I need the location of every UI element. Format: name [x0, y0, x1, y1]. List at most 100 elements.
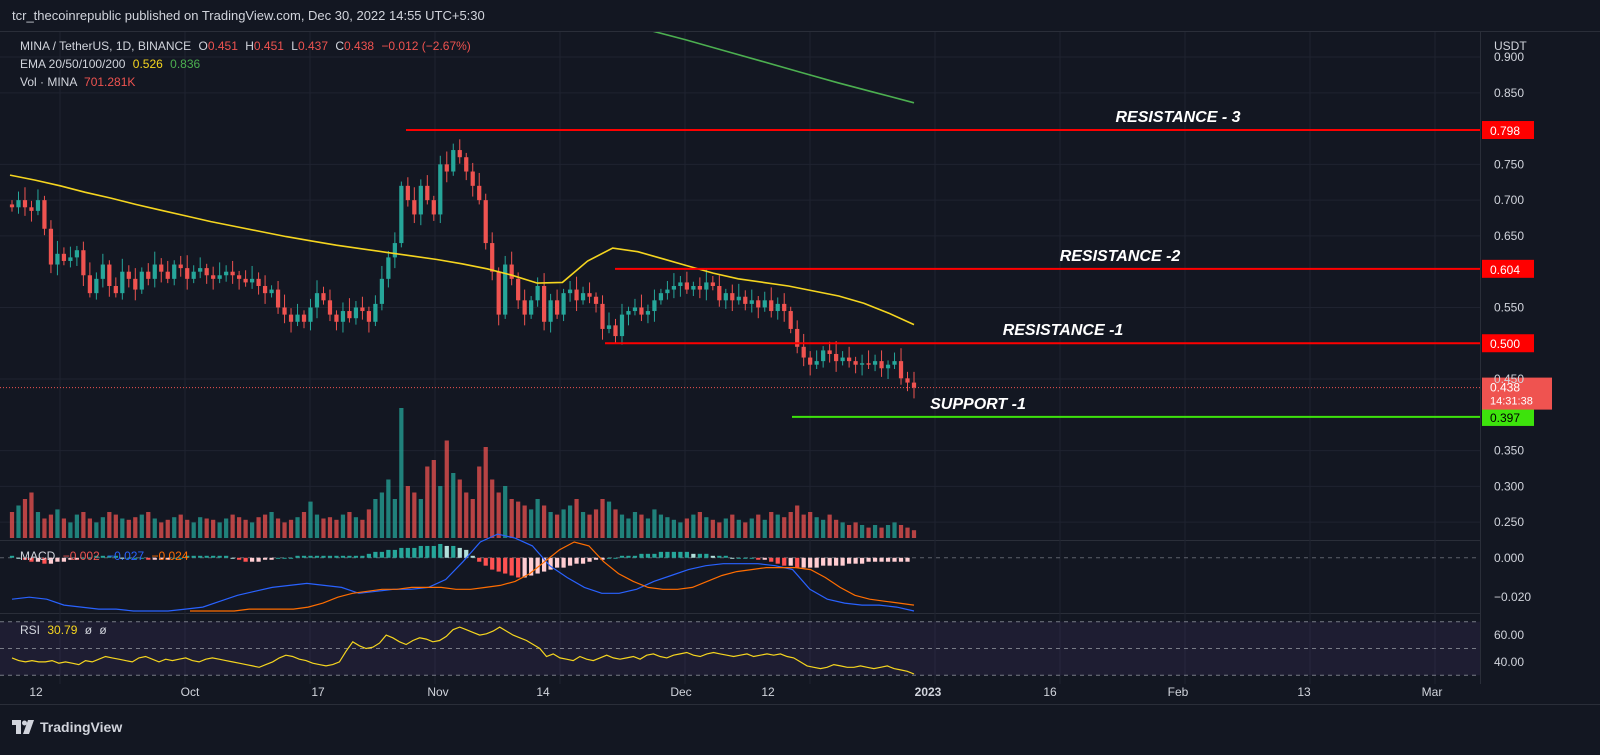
volume-bar: [846, 525, 852, 538]
level-name-label: RESISTANCE -1: [1003, 322, 1124, 339]
candle-body: [516, 278, 521, 301]
volume-bars: [9, 408, 917, 538]
volume-bar: [496, 492, 501, 538]
volume-bar: [821, 519, 826, 538]
candle-body: [619, 314, 625, 337]
ema-label[interactable]: EMA 20/50/100/200: [20, 57, 126, 71]
volume-bar: [775, 514, 780, 538]
candle-body: [438, 164, 443, 215]
level-price-badge: [1482, 121, 1534, 140]
volume-bar: [516, 501, 521, 538]
macd-label[interactable]: MACD: [20, 549, 56, 563]
candles[interactable]: [9, 139, 917, 399]
candle-body: [152, 264, 157, 279]
macd-hist-bar: [22, 557, 28, 560]
level-price-badge: [1482, 407, 1534, 426]
volume-bar: [373, 499, 378, 538]
candle-body: [288, 314, 294, 322]
volume-bar: [249, 522, 255, 538]
macd-hist-bar: [464, 549, 469, 558]
macd-hist-bar: [139, 557, 144, 559]
tradingview-brand[interactable]: TradingView: [12, 719, 122, 735]
volume-bar: [392, 499, 397, 538]
candle-body: [717, 286, 722, 301]
volume-bar: [756, 514, 761, 538]
macd-hist-bar: [490, 557, 495, 570]
time-axis-bg[interactable]: [0, 684, 1600, 704]
candle-body: [626, 311, 631, 315]
candle-body: [282, 307, 287, 315]
macd-hist-bar: [185, 555, 190, 558]
volume-bar: [74, 514, 80, 538]
candle-body: [477, 185, 482, 201]
macd-hist-bar: [704, 553, 709, 558]
macd-hist-bar: [191, 555, 196, 558]
volume-bar: [275, 518, 281, 538]
macd-hist-bar: [879, 557, 884, 562]
candle-body: [126, 271, 131, 279]
candle-body: [658, 293, 664, 301]
volume-bar: [288, 519, 294, 538]
chart-canvas[interactable]: RESISTANCE - 3 0.798 RESISTANCE -2 0.604 RES…: [0, 32, 1600, 704]
volume-bar: [204, 518, 209, 538]
candle-body: [775, 303, 780, 312]
volume-bar: [885, 525, 891, 538]
rsi-label[interactable]: RSI: [20, 623, 41, 637]
volume-label[interactable]: Vol · MINA: [20, 75, 77, 89]
price-tick-label: 0.850: [1494, 86, 1524, 100]
candle-body: [613, 325, 618, 337]
candle-body: [9, 204, 15, 208]
macd-hist-bar: [243, 557, 248, 562]
macd-hist-bar: [308, 555, 313, 558]
candle-body: [107, 264, 112, 286]
candle-body: [795, 328, 800, 347]
price-tick-label: 0.450: [1494, 372, 1524, 386]
rsi-legend: RSI 30.79 ø ø: [20, 621, 107, 639]
macd-hist-bar: [723, 555, 728, 558]
macd-hist-bar: [178, 557, 183, 559]
time-tick-label: 16: [1043, 685, 1057, 699]
candle-body: [211, 275, 216, 279]
close-value: 0.438: [344, 39, 375, 53]
macd-hist-bar: [775, 557, 780, 564]
volume-bar: [237, 517, 242, 538]
candle-body: [87, 275, 92, 294]
level-lines[interactable]: RESISTANCE - 3 0.798 RESISTANCE -2 0.604 RES…: [0, 109, 1552, 426]
volume-bar: [340, 514, 346, 538]
volume-bar: [425, 466, 430, 538]
macd-hist-bar: [256, 557, 261, 562]
volume-bar: [710, 519, 715, 538]
candle-body: [74, 250, 80, 258]
price-axis-bg[interactable]: [1480, 32, 1600, 684]
volume-bar: [613, 509, 618, 538]
time-tick-label: 13: [1297, 685, 1311, 699]
macd-hist-bar: [353, 555, 359, 558]
volume-bar: [619, 514, 625, 538]
macd-hist-bar: [743, 557, 748, 559]
candle-body: [55, 253, 60, 265]
symbol-label[interactable]: MINA / TetherUS, 1D, BINANCE: [20, 39, 192, 53]
macd-hist-bar: [821, 557, 826, 566]
rsi-value: 30.79: [47, 623, 78, 637]
macd-hist-bar: [782, 557, 787, 566]
volume-bar: [567, 505, 573, 538]
macd-hist-bar: [48, 557, 54, 564]
candle-body: [821, 350, 826, 362]
macd-hist-bar: [275, 557, 281, 559]
rsi-tick-label: 60.00: [1494, 628, 1524, 642]
candle-body: [301, 314, 307, 322]
volume-bar: [16, 505, 21, 538]
volume-bar: [334, 519, 339, 538]
candle-body: [275, 289, 281, 308]
candle-body: [529, 300, 534, 315]
volume-bar: [308, 501, 313, 538]
volume-bar: [444, 440, 449, 538]
macd-hist-bar: [801, 557, 806, 568]
candle-body: [68, 257, 73, 261]
candle-body: [788, 311, 793, 329]
candle-body: [827, 350, 832, 354]
candle-body: [606, 325, 612, 329]
macd-hist-bar: [885, 557, 891, 562]
macd-hist-bar: [853, 557, 858, 564]
macd-hist-bar: [334, 555, 339, 558]
